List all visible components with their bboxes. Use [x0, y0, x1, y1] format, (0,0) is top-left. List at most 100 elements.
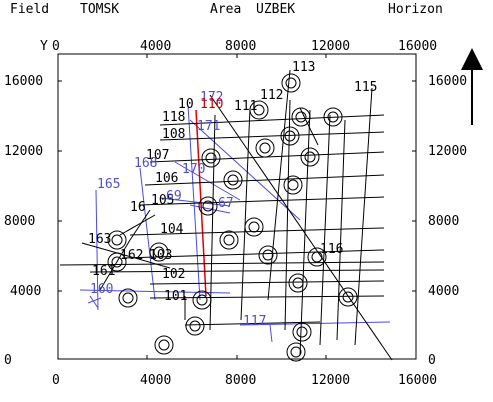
- well-marker: [192, 290, 212, 310]
- bottom-tick-0: 0: [52, 373, 60, 388]
- top-tick-4: 16000: [398, 39, 437, 54]
- blue-x-marker-a: [87, 297, 102, 304]
- top-tick-2: 8000: [225, 39, 256, 54]
- line-vertical-b: [319, 114, 331, 346]
- line-111: [240, 107, 251, 321]
- horizon-label: Horizon: [388, 2, 443, 17]
- label-168: 168: [134, 156, 157, 171]
- field-value: TOMSK: [80, 2, 119, 17]
- well-marker: [149, 242, 169, 262]
- right-tick-16000: 16000: [428, 74, 467, 89]
- well-marker: [107, 230, 127, 250]
- well-marker: [198, 196, 218, 216]
- left-tick-4000: 4000: [10, 284, 41, 299]
- label-107: 107: [146, 148, 169, 163]
- top-tick-1: 4000: [140, 39, 171, 54]
- well-marker: [291, 107, 311, 127]
- well-marker: [286, 342, 306, 362]
- well-marker: [300, 147, 320, 167]
- label-116: 116: [320, 242, 343, 257]
- bottom-tick-1: 4000: [140, 373, 171, 388]
- well-marker: [244, 217, 264, 237]
- blue-line-160: [79, 289, 231, 294]
- blue-line-172: [187, 104, 201, 301]
- line-163b: [81, 242, 171, 269]
- blue-line-168: [139, 167, 156, 301]
- line-161: [89, 269, 385, 273]
- blue-line-167: [189, 204, 231, 214]
- label-105: 105: [151, 193, 174, 208]
- line-109: [209, 114, 216, 331]
- label-118: 118: [162, 110, 185, 125]
- label-104: 104: [160, 222, 184, 237]
- label-16: 16: [130, 200, 146, 215]
- right-tick-0: 0: [428, 353, 436, 368]
- well-marker: [338, 287, 358, 307]
- line-113: [267, 69, 291, 301]
- label-167: 67: [218, 196, 234, 211]
- header: Field TOMSK Area UZBEK Horizon: [10, 2, 443, 17]
- well-marker: [249, 100, 269, 120]
- well-marker: [154, 335, 174, 355]
- blue-line-labels: 172 171 168 165 170 69 67 160 117: [90, 90, 266, 329]
- label-161: 161: [92, 264, 115, 279]
- axis-labels: Y 0 4000 8000 12000 16000 0 4000 8000 12…: [4, 39, 467, 388]
- line-105: [139, 196, 385, 206]
- blue-line-117b: [269, 324, 273, 343]
- y-axis-letter: Y: [40, 39, 48, 54]
- line-vertical-c: [336, 119, 346, 341]
- line-108: [159, 131, 385, 141]
- label-115: 115: [354, 80, 377, 95]
- well-marker: [223, 170, 243, 190]
- well-marker: [219, 230, 239, 250]
- well-marker: [258, 245, 278, 265]
- line-101b: [184, 321, 321, 326]
- blue-x-marker-b: [89, 295, 99, 309]
- blue-seismic-lines: [79, 104, 391, 343]
- line-diag-top: [299, 107, 319, 146]
- line-16: [99, 239, 131, 291]
- frame-ticks: [58, 54, 416, 359]
- line-163: [119, 214, 156, 236]
- label-108: 108: [162, 127, 185, 142]
- well-marker: [292, 322, 312, 342]
- label-117: 117: [243, 314, 266, 329]
- right-tick-4000: 4000: [428, 284, 459, 299]
- black-seismic-lines: [59, 69, 393, 361]
- line-162: [59, 261, 385, 266]
- label-169: 69: [166, 189, 182, 204]
- label-102: 102: [162, 267, 185, 282]
- label-163: 163: [88, 232, 111, 247]
- line-16b: [129, 209, 151, 241]
- field-label: Field: [10, 2, 49, 17]
- label-165: 165: [97, 177, 120, 192]
- well-marker: [323, 107, 343, 127]
- well-marker: [307, 247, 327, 267]
- line-115: [354, 87, 373, 346]
- well-marker: [107, 252, 127, 272]
- blue-line-117: [239, 321, 391, 326]
- blue-line-171: [189, 119, 301, 221]
- line-106: [144, 174, 385, 186]
- north-arrow-icon: [461, 48, 483, 125]
- line-118: [159, 114, 385, 126]
- top-tick-0: 0: [52, 39, 60, 54]
- well-marker: [185, 316, 205, 336]
- well-marker: [281, 73, 301, 93]
- line-116: [209, 94, 393, 361]
- line-102: [149, 280, 385, 285]
- label-162: 162: [120, 248, 143, 263]
- left-tick-8000: 8000: [4, 214, 35, 229]
- well-marker: [280, 126, 300, 146]
- label-160: 160: [90, 282, 113, 297]
- bottom-tick-3: 12000: [311, 373, 350, 388]
- blue-line-169: [159, 197, 231, 207]
- blue-line-170: [174, 161, 241, 201]
- label-170: 170: [182, 162, 205, 177]
- well-marker: [201, 148, 221, 168]
- label-109: 10: [178, 97, 194, 112]
- line-112: [284, 99, 291, 331]
- right-tick-8000: 8000: [428, 214, 459, 229]
